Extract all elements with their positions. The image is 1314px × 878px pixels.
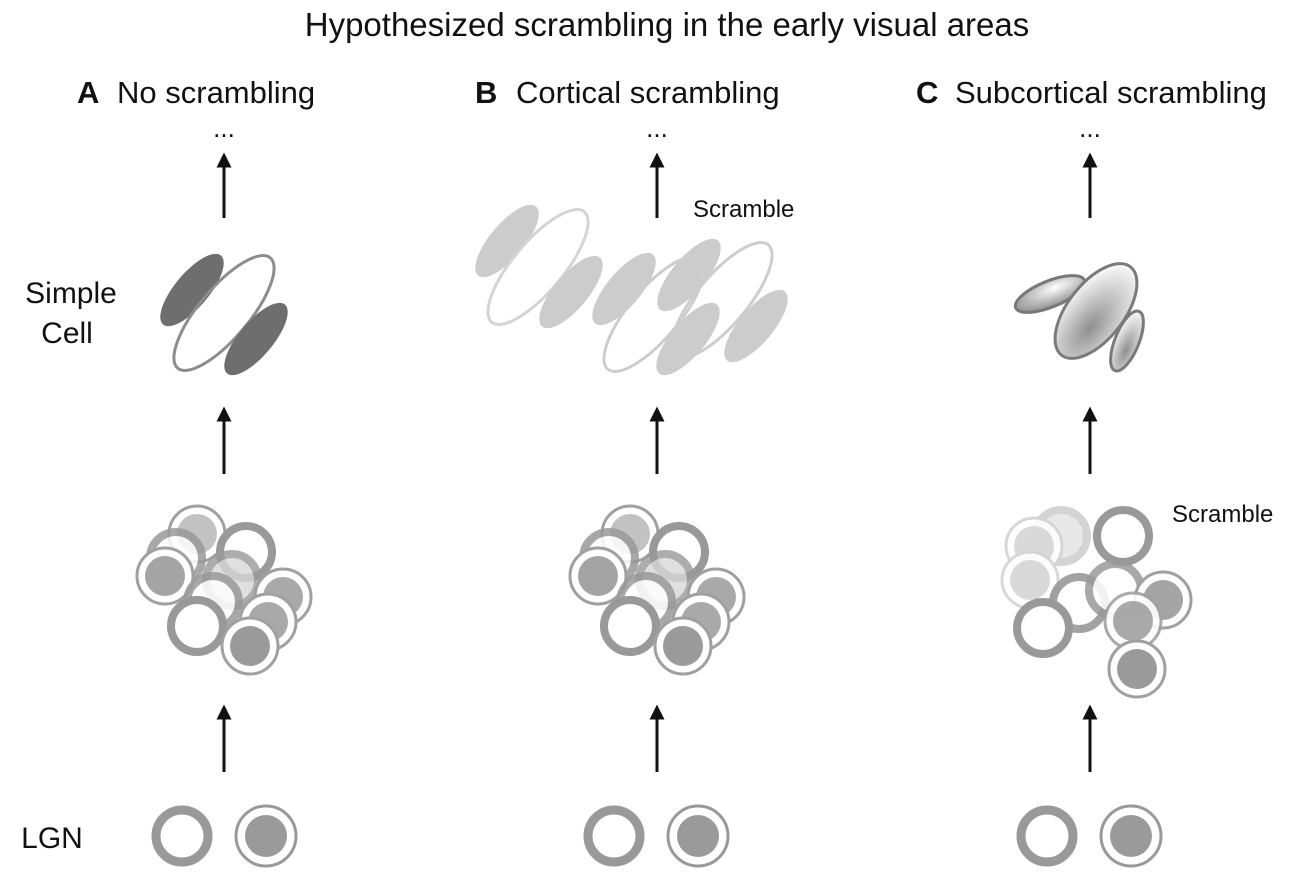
off-center-cell [583, 805, 645, 867]
simple-cell-label-line2: Cell [41, 317, 93, 350]
off-subregion [724, 289, 788, 363]
off-subregion [592, 252, 656, 326]
panel-c: C Subcortical scrambling ... Scramble [916, 75, 1273, 868]
panel-c-scrambled-lgn-cluster [1000, 506, 1193, 699]
panel-a-continuation: ... [213, 113, 235, 143]
off-subregion [224, 302, 288, 376]
panel-b-continuation: ... [646, 113, 668, 143]
panel-a-simple-cell [160, 253, 288, 376]
panel-b-lgn-cluster [568, 504, 746, 676]
panel-b-letter: B [475, 75, 497, 110]
panel-c-lgn-pair [1016, 804, 1163, 868]
off-subregion [539, 255, 603, 329]
panel-a-lgn-cluster [135, 504, 313, 676]
off-subregion [475, 204, 539, 278]
off-subregion [160, 253, 224, 327]
off-center-cell [1016, 805, 1078, 867]
off-center-cell [151, 805, 213, 867]
off-center-cell [1013, 598, 1073, 658]
panel-b-scrambled-simple-cells [475, 204, 788, 376]
panel-c-letter: C [916, 75, 938, 110]
off-center-cell [167, 596, 227, 656]
lgn-label: LGN [21, 822, 83, 855]
panel-c-title: Subcortical scrambling [955, 75, 1267, 110]
figure-title: Hypothesized scrambling in the early vis… [305, 6, 1030, 43]
panel-a-letter: A [77, 75, 99, 110]
panel-a: A No scrambling ... [77, 75, 315, 868]
off-center-cell [1093, 506, 1153, 566]
simple-cell-label-line1: Simple [25, 277, 117, 310]
on-subregion [602, 255, 706, 373]
panel-c-distorted-simple-cell [1013, 262, 1145, 373]
panel-b-title: Cortical scrambling [516, 75, 780, 110]
panel-c-scramble-note: Scramble [1172, 501, 1273, 528]
panel-c-continuation: ... [1079, 113, 1101, 143]
off-subregion [657, 238, 721, 312]
panel-a-lgn-pair [151, 804, 298, 868]
off-center-cell [600, 596, 660, 656]
off-subregion [656, 302, 720, 376]
panel-a-title: No scrambling [117, 75, 315, 110]
panel-b: B Cortical scrambling ... Scramble [475, 75, 794, 868]
panel-b-scramble-note: Scramble [693, 196, 794, 223]
panel-b-lgn-pair [583, 804, 730, 868]
off-subregion [1109, 309, 1145, 373]
